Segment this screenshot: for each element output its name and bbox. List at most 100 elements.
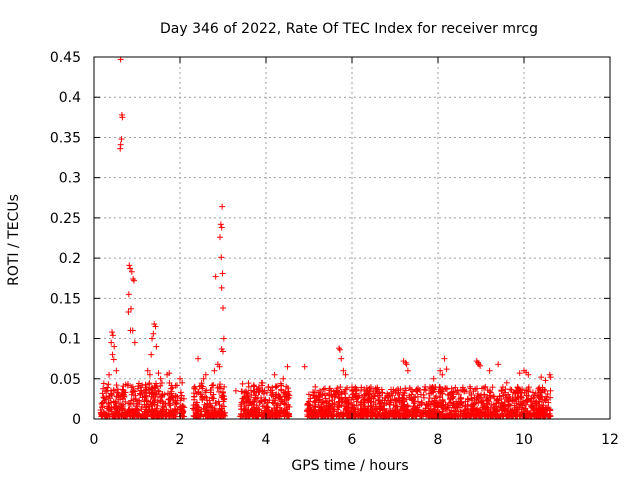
data-point: [252, 412, 259, 419]
data-point: [105, 381, 112, 388]
data-point: [488, 402, 495, 409]
data-point: [343, 399, 350, 406]
data-point: [130, 277, 137, 284]
data-point: [371, 393, 378, 400]
data-point: [149, 386, 156, 393]
data-point: [394, 406, 401, 413]
data-point: [211, 406, 218, 413]
data-point: [97, 407, 104, 414]
data-point: [495, 361, 502, 368]
data-point: [517, 411, 524, 418]
data-point: [338, 396, 345, 403]
data-point: [218, 284, 225, 291]
data-point: [403, 396, 410, 403]
data-point: [286, 413, 293, 420]
data-point: [434, 400, 441, 407]
data-point: [426, 395, 433, 402]
data-point: [449, 393, 456, 400]
data-point: [345, 400, 352, 407]
data-point: [266, 412, 273, 419]
data-point: [278, 382, 285, 389]
data-point: [430, 375, 437, 382]
data-point: [305, 391, 312, 398]
data-point: [165, 396, 172, 403]
data-point: [531, 410, 538, 417]
data-point: [216, 402, 223, 409]
data-point: [125, 309, 132, 316]
data-point: [372, 385, 379, 392]
data-point: [220, 348, 226, 355]
data-point: [245, 383, 252, 390]
data-point: [177, 389, 184, 396]
data-point: [133, 409, 140, 416]
data-point: [545, 399, 552, 406]
data-point: [284, 406, 291, 413]
data-point: [334, 406, 341, 413]
data-point: [466, 390, 473, 397]
data-point: [529, 401, 536, 408]
data-point: [139, 382, 146, 389]
data-point: [111, 413, 118, 420]
data-point: [422, 405, 429, 412]
axis-ticks: [93, 56, 611, 420]
data-point: [342, 371, 349, 378]
data-point: [155, 387, 162, 394]
data-point: [363, 384, 370, 391]
data-point: [130, 411, 137, 418]
data-point: [392, 389, 399, 396]
data-point: [374, 412, 381, 419]
data-point: [437, 367, 444, 374]
data-point: [269, 409, 276, 416]
data-point: [540, 386, 547, 393]
data-point: [193, 402, 200, 409]
data-point: [144, 413, 151, 420]
data-point: [543, 396, 550, 403]
data-point: [285, 395, 292, 402]
data-point: [100, 394, 107, 401]
data-point: [107, 395, 114, 402]
data-point: [203, 387, 210, 394]
data-point: [399, 413, 406, 420]
data-point: [541, 413, 548, 420]
data-point: [245, 406, 252, 413]
data-point: [473, 399, 480, 406]
data-point: [452, 384, 459, 391]
data-point: [498, 387, 505, 394]
data-point: [179, 407, 186, 414]
data-point: [109, 329, 116, 336]
data-point: [547, 407, 554, 414]
data-point: [209, 395, 216, 402]
data-point: [128, 268, 135, 275]
data-point: [529, 389, 536, 396]
data-point: [421, 386, 428, 393]
y-axis-label: ROTI / TECUs: [6, 194, 22, 286]
data-point: [268, 392, 275, 399]
data-point: [489, 384, 496, 391]
data-point: [533, 406, 540, 413]
data-point: [482, 408, 489, 415]
data-point: [177, 375, 183, 382]
data-point: [250, 388, 257, 395]
data-point: [216, 234, 223, 241]
data-point: [482, 405, 489, 412]
data-point: [157, 382, 164, 389]
data-point: [122, 381, 129, 388]
data-point: [462, 398, 469, 405]
data-point: [513, 396, 520, 403]
data-point: [358, 393, 365, 400]
data-point: [206, 407, 213, 414]
data-point: [257, 398, 264, 405]
data-point: [276, 410, 283, 417]
data-point: [368, 402, 375, 409]
data-point: [372, 413, 379, 420]
data-point: [465, 396, 472, 403]
data-point: [317, 406, 324, 413]
chart-title: Day 346 of 2022, Rate Of TEC Index for r…: [160, 21, 538, 37]
data-point: [390, 386, 397, 393]
x-tick-label: 4: [262, 432, 271, 448]
data-point: [504, 411, 511, 418]
data-point: [166, 400, 173, 407]
data-point: [258, 397, 265, 404]
data-point: [159, 390, 166, 397]
data-point: [306, 398, 313, 405]
